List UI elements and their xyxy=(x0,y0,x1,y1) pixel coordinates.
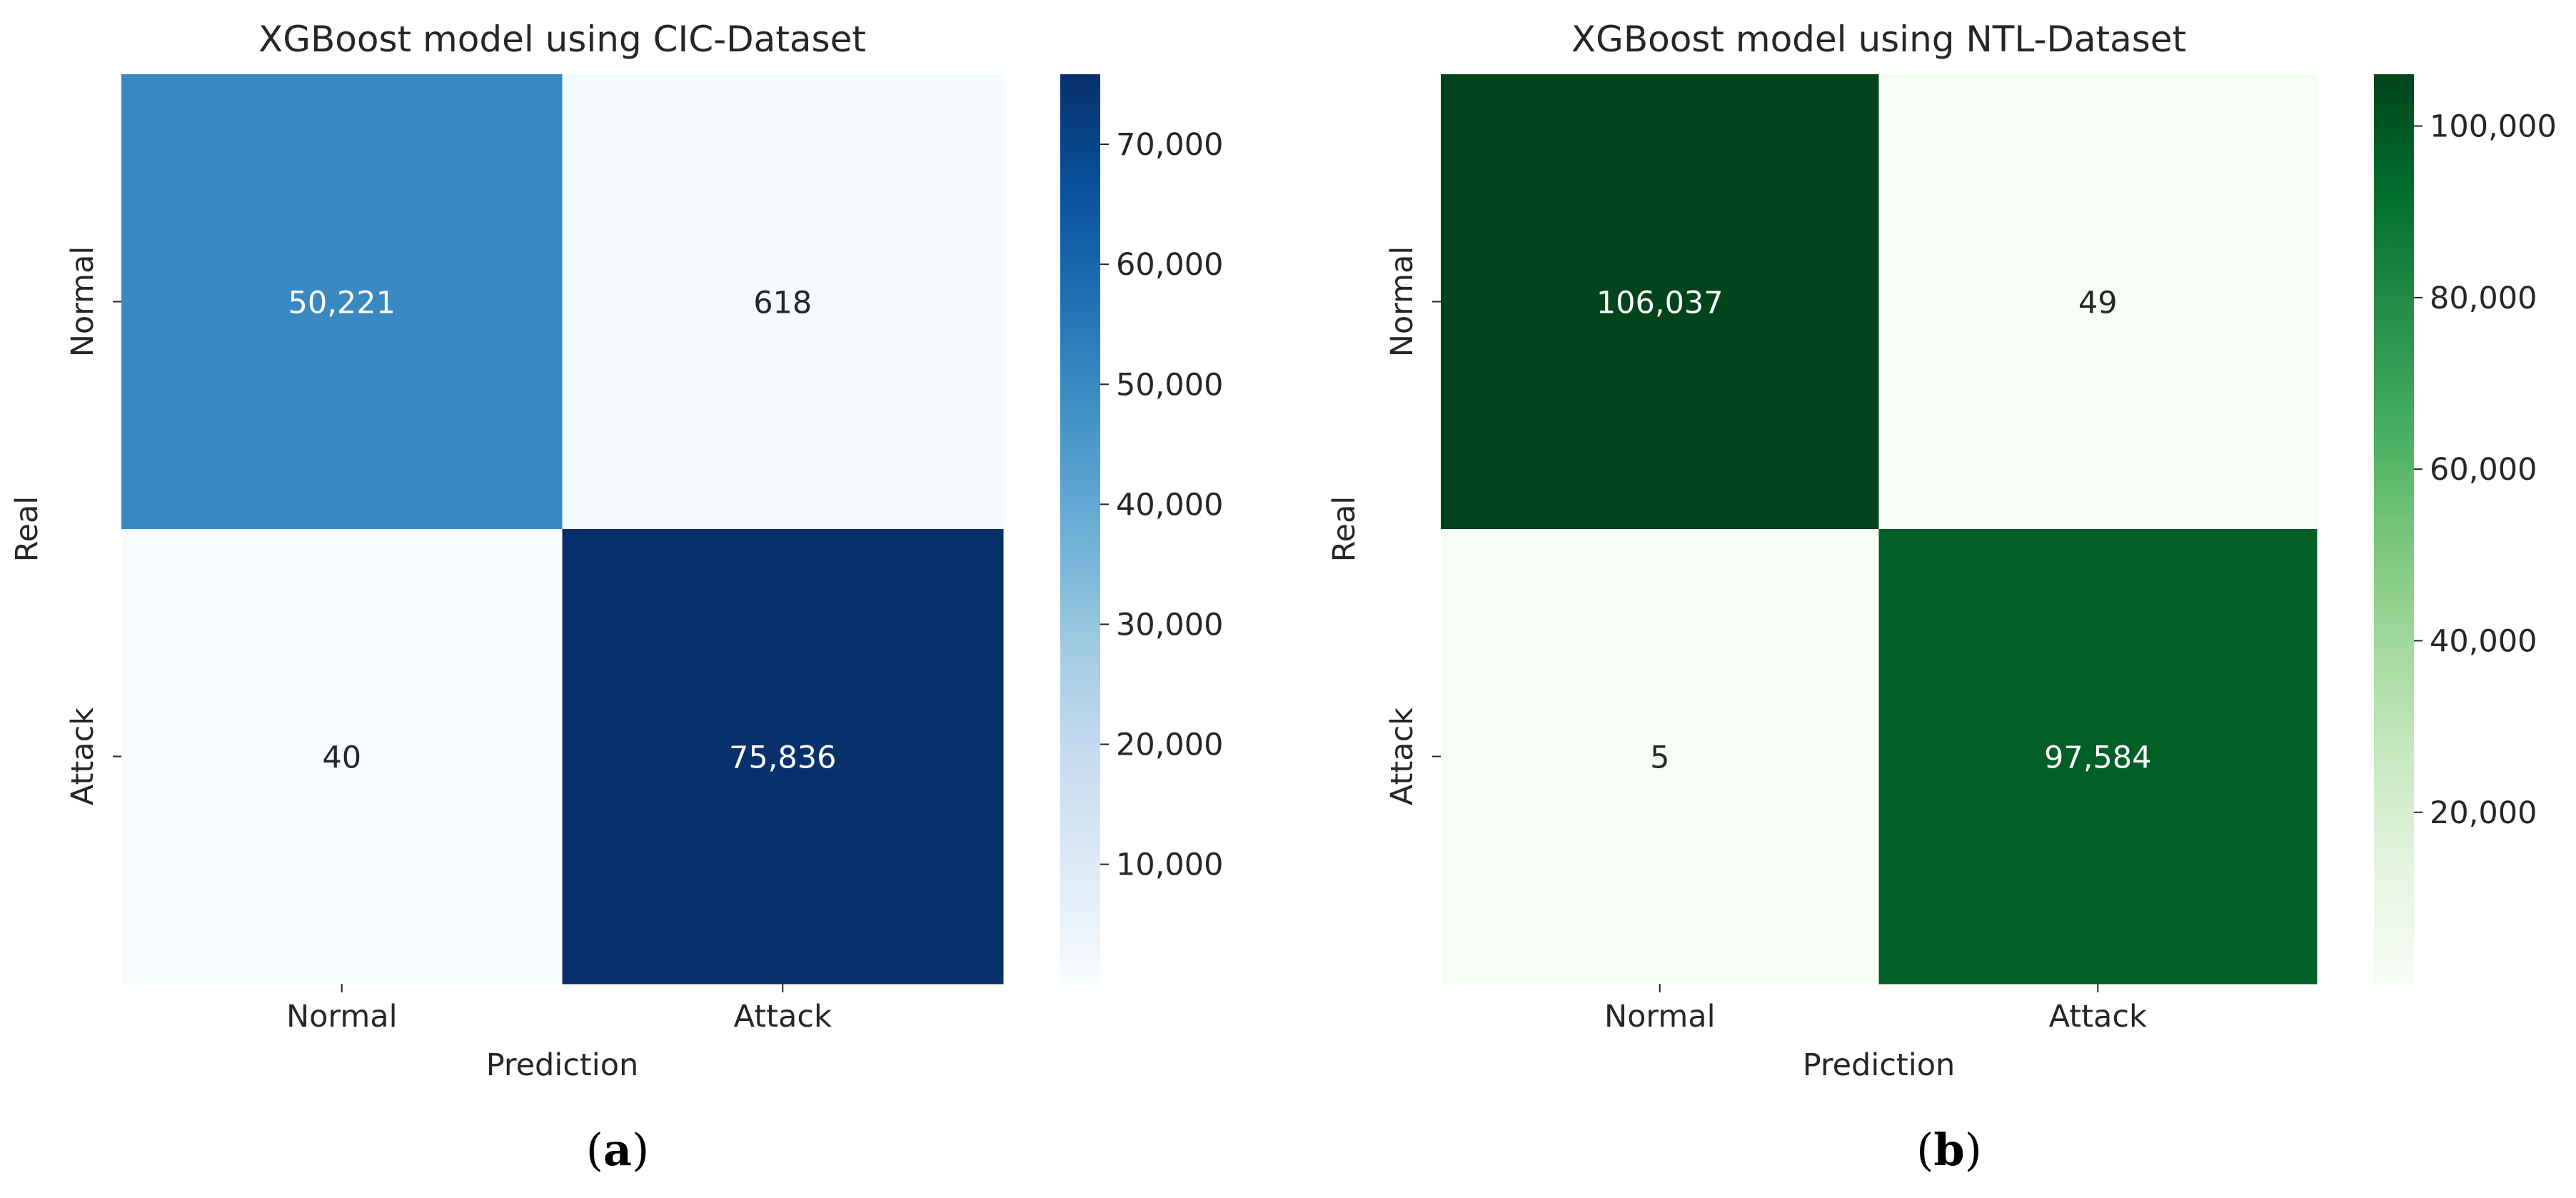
chart-title: XGBoost model using CIC-Dataset xyxy=(258,19,866,60)
confusion-matrix-1: XGBoost model using NTL-Dataset 106,037 49… xyxy=(1327,19,2557,1176)
panel-label-letter: b xyxy=(1933,1124,1964,1176)
heatmap-cell xyxy=(562,529,1004,985)
heatmap-cell xyxy=(1441,74,1879,530)
cell-value-label: 618 xyxy=(753,286,812,321)
colorbar-tick-label: 30,000 xyxy=(1116,607,1223,643)
y-tick-label: Attack xyxy=(1384,708,1420,805)
x-tick-label: Attack xyxy=(2049,999,2147,1035)
confusion-matrix-0: XGBoost model using CIC-Dataset 50,221 618… xyxy=(9,19,1223,1176)
cell-value-label: 50,221 xyxy=(288,286,396,321)
x-tick-label: Attack xyxy=(734,999,832,1035)
cell-value-label: 75,836 xyxy=(729,740,836,776)
chart-title: XGBoost model using NTL-Dataset xyxy=(1571,19,2186,60)
colorbar-tick-label: 40,000 xyxy=(1116,487,1223,523)
colorbar-tick-label: 20,000 xyxy=(1116,728,1223,763)
cell-value-label: 40 xyxy=(322,740,361,776)
colorbar-tick-label: 10,000 xyxy=(1116,847,1223,883)
colorbar xyxy=(1060,74,1100,984)
x-tick-label: Normal xyxy=(1604,999,1716,1035)
y-axis-label: Real xyxy=(1327,496,1362,563)
y-tick-label: Normal xyxy=(1384,246,1420,358)
colorbar-tick-label: 40,000 xyxy=(2430,623,2537,659)
colorbar-tick-label: 80,000 xyxy=(2430,281,2537,316)
colorbar-tick-label: 70,000 xyxy=(1116,127,1223,163)
y-tick-label: Normal xyxy=(65,246,101,358)
colorbar xyxy=(2374,74,2414,984)
heatmap-cell xyxy=(121,74,563,530)
heatmap-cell xyxy=(1878,74,2318,530)
cell-value-label: 5 xyxy=(1650,740,1669,776)
x-axis-label: Prediction xyxy=(1803,1047,1956,1083)
cell-value-label: 49 xyxy=(2078,286,2118,321)
panel-label-close: ) xyxy=(1965,1124,1982,1176)
colorbar-tick-label: 60,000 xyxy=(2430,452,2537,488)
heatmap-cell xyxy=(1441,529,1879,985)
panel-label-letter: a xyxy=(603,1124,632,1176)
heatmap-cell xyxy=(1878,529,2318,985)
cell-value-label: 106,037 xyxy=(1596,286,1724,321)
colorbar-tick-label: 20,000 xyxy=(2430,795,2537,831)
panel-label-open: ( xyxy=(586,1124,603,1176)
x-tick-label: Normal xyxy=(286,999,398,1035)
heatmap-cell xyxy=(562,74,1004,530)
panel-label-open: ( xyxy=(1916,1124,1933,1176)
panel-label-close: ) xyxy=(632,1124,649,1176)
colorbar-tick-label: 60,000 xyxy=(1116,247,1223,283)
y-axis-label: Real xyxy=(9,496,45,563)
panel-label: (b) xyxy=(1916,1124,1982,1176)
panel-label: (a) xyxy=(586,1124,650,1176)
y-tick-label: Attack xyxy=(65,708,101,805)
heatmap-cell xyxy=(121,529,563,985)
colorbar-tick-label: 50,000 xyxy=(1116,367,1223,403)
colorbar-tick-label: 100,000 xyxy=(2430,109,2557,145)
x-axis-label: Prediction xyxy=(486,1047,639,1083)
cell-value-label: 97,584 xyxy=(2044,740,2151,776)
